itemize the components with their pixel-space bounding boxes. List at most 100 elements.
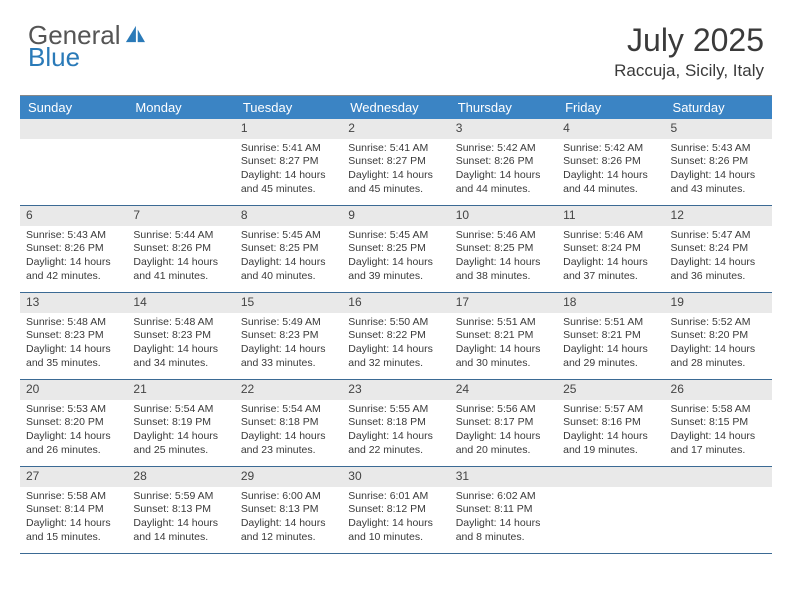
sunset-line: Sunset: 8:24 PM <box>671 242 766 256</box>
sunset-line: Sunset: 8:15 PM <box>671 416 766 430</box>
sunset-line: Sunset: 8:25 PM <box>241 242 336 256</box>
sunrise-line: Sunrise: 5:49 AM <box>241 316 336 330</box>
sunset-line: Sunset: 8:19 PM <box>133 416 228 430</box>
sunset-line: Sunset: 8:20 PM <box>671 329 766 343</box>
day-number: 28 <box>127 467 234 487</box>
day-body: Sunrise: 5:41 AMSunset: 8:27 PMDaylight:… <box>235 139 342 203</box>
day-number: 1 <box>235 119 342 139</box>
day-cell: 18Sunrise: 5:51 AMSunset: 8:21 PMDayligh… <box>557 293 664 379</box>
day-cell: 31Sunrise: 6:02 AMSunset: 8:11 PMDayligh… <box>450 467 557 553</box>
day-body: Sunrise: 5:54 AMSunset: 8:19 PMDaylight:… <box>127 400 234 464</box>
sunrise-line: Sunrise: 5:52 AM <box>671 316 766 330</box>
dow-cell: Sunday <box>20 96 127 119</box>
day-number: 30 <box>342 467 449 487</box>
dow-cell: Thursday <box>450 96 557 119</box>
day-cell: 9Sunrise: 5:45 AMSunset: 8:25 PMDaylight… <box>342 206 449 292</box>
day-cell: 10Sunrise: 5:46 AMSunset: 8:25 PMDayligh… <box>450 206 557 292</box>
day-cell: 2Sunrise: 5:41 AMSunset: 8:27 PMDaylight… <box>342 119 449 205</box>
day-cell: 27Sunrise: 5:58 AMSunset: 8:14 PMDayligh… <box>20 467 127 553</box>
daylight-line: Daylight: 14 hours and 34 minutes. <box>133 343 228 370</box>
sunrise-line: Sunrise: 5:59 AM <box>133 490 228 504</box>
sunrise-line: Sunrise: 5:43 AM <box>671 142 766 156</box>
sunrise-line: Sunrise: 5:51 AM <box>563 316 658 330</box>
day-cell: 14Sunrise: 5:48 AMSunset: 8:23 PMDayligh… <box>127 293 234 379</box>
daylight-line: Daylight: 14 hours and 37 minutes. <box>563 256 658 283</box>
day-body <box>127 139 234 199</box>
day-body: Sunrise: 5:59 AMSunset: 8:13 PMDaylight:… <box>127 487 234 551</box>
sunset-line: Sunset: 8:27 PM <box>241 155 336 169</box>
day-number <box>665 467 772 487</box>
daylight-line: Daylight: 14 hours and 33 minutes. <box>241 343 336 370</box>
sunset-line: Sunset: 8:26 PM <box>456 155 551 169</box>
daylight-line: Daylight: 14 hours and 40 minutes. <box>241 256 336 283</box>
day-number: 11 <box>557 206 664 226</box>
day-cell: 3Sunrise: 5:42 AMSunset: 8:26 PMDaylight… <box>450 119 557 205</box>
day-cell: 25Sunrise: 5:57 AMSunset: 8:16 PMDayligh… <box>557 380 664 466</box>
day-cell: 8Sunrise: 5:45 AMSunset: 8:25 PMDaylight… <box>235 206 342 292</box>
day-number: 23 <box>342 380 449 400</box>
location: Raccuja, Sicily, Italy <box>614 61 764 81</box>
sunrise-line: Sunrise: 5:51 AM <box>456 316 551 330</box>
day-cell: 5Sunrise: 5:43 AMSunset: 8:26 PMDaylight… <box>665 119 772 205</box>
day-number: 8 <box>235 206 342 226</box>
sunrise-line: Sunrise: 5:54 AM <box>133 403 228 417</box>
sunset-line: Sunset: 8:25 PM <box>348 242 443 256</box>
day-cell: 22Sunrise: 5:54 AMSunset: 8:18 PMDayligh… <box>235 380 342 466</box>
day-number: 27 <box>20 467 127 487</box>
dow-cell: Wednesday <box>342 96 449 119</box>
sunset-line: Sunset: 8:27 PM <box>348 155 443 169</box>
day-cell: 7Sunrise: 5:44 AMSunset: 8:26 PMDaylight… <box>127 206 234 292</box>
day-number <box>20 119 127 139</box>
day-number: 17 <box>450 293 557 313</box>
sunrise-line: Sunrise: 5:45 AM <box>241 229 336 243</box>
sunrise-line: Sunrise: 5:58 AM <box>671 403 766 417</box>
day-number: 22 <box>235 380 342 400</box>
day-body: Sunrise: 5:51 AMSunset: 8:21 PMDaylight:… <box>557 313 664 377</box>
day-body: Sunrise: 5:58 AMSunset: 8:14 PMDaylight:… <box>20 487 127 551</box>
day-body: Sunrise: 5:57 AMSunset: 8:16 PMDaylight:… <box>557 400 664 464</box>
sunset-line: Sunset: 8:22 PM <box>348 329 443 343</box>
day-cell: 17Sunrise: 5:51 AMSunset: 8:21 PMDayligh… <box>450 293 557 379</box>
day-cell: 12Sunrise: 5:47 AMSunset: 8:24 PMDayligh… <box>665 206 772 292</box>
sunset-line: Sunset: 8:18 PM <box>241 416 336 430</box>
day-number: 14 <box>127 293 234 313</box>
sunrise-line: Sunrise: 5:46 AM <box>456 229 551 243</box>
day-body: Sunrise: 5:45 AMSunset: 8:25 PMDaylight:… <box>235 226 342 290</box>
day-body <box>557 487 664 547</box>
day-body: Sunrise: 5:50 AMSunset: 8:22 PMDaylight:… <box>342 313 449 377</box>
sunrise-line: Sunrise: 5:47 AM <box>671 229 766 243</box>
sunrise-line: Sunrise: 5:54 AM <box>241 403 336 417</box>
day-body: Sunrise: 5:51 AMSunset: 8:21 PMDaylight:… <box>450 313 557 377</box>
day-number: 21 <box>127 380 234 400</box>
day-number <box>557 467 664 487</box>
daylight-line: Daylight: 14 hours and 42 minutes. <box>26 256 121 283</box>
daylight-line: Daylight: 14 hours and 45 minutes. <box>241 169 336 196</box>
sunrise-line: Sunrise: 5:55 AM <box>348 403 443 417</box>
daylight-line: Daylight: 14 hours and 29 minutes. <box>563 343 658 370</box>
day-number: 19 <box>665 293 772 313</box>
day-body: Sunrise: 6:02 AMSunset: 8:11 PMDaylight:… <box>450 487 557 551</box>
daylight-line: Daylight: 14 hours and 39 minutes. <box>348 256 443 283</box>
day-cell: 28Sunrise: 5:59 AMSunset: 8:13 PMDayligh… <box>127 467 234 553</box>
daylight-line: Daylight: 14 hours and 35 minutes. <box>26 343 121 370</box>
day-number: 6 <box>20 206 127 226</box>
sunset-line: Sunset: 8:20 PM <box>26 416 121 430</box>
daylight-line: Daylight: 14 hours and 20 minutes. <box>456 430 551 457</box>
day-body: Sunrise: 5:55 AMSunset: 8:18 PMDaylight:… <box>342 400 449 464</box>
sunrise-line: Sunrise: 5:48 AM <box>26 316 121 330</box>
sunset-line: Sunset: 8:23 PM <box>26 329 121 343</box>
day-cell: 20Sunrise: 5:53 AMSunset: 8:20 PMDayligh… <box>20 380 127 466</box>
daylight-line: Daylight: 14 hours and 23 minutes. <box>241 430 336 457</box>
sunrise-line: Sunrise: 5:57 AM <box>563 403 658 417</box>
daylight-line: Daylight: 14 hours and 41 minutes. <box>133 256 228 283</box>
daylight-line: Daylight: 14 hours and 36 minutes. <box>671 256 766 283</box>
day-body: Sunrise: 5:54 AMSunset: 8:18 PMDaylight:… <box>235 400 342 464</box>
sunset-line: Sunset: 8:14 PM <box>26 503 121 517</box>
daylight-line: Daylight: 14 hours and 45 minutes. <box>348 169 443 196</box>
day-number: 16 <box>342 293 449 313</box>
month-title: July 2025 <box>614 22 764 59</box>
sunrise-line: Sunrise: 5:41 AM <box>241 142 336 156</box>
sunset-line: Sunset: 8:24 PM <box>563 242 658 256</box>
day-cell-empty <box>665 467 772 553</box>
logo-sail-icon <box>123 24 147 44</box>
